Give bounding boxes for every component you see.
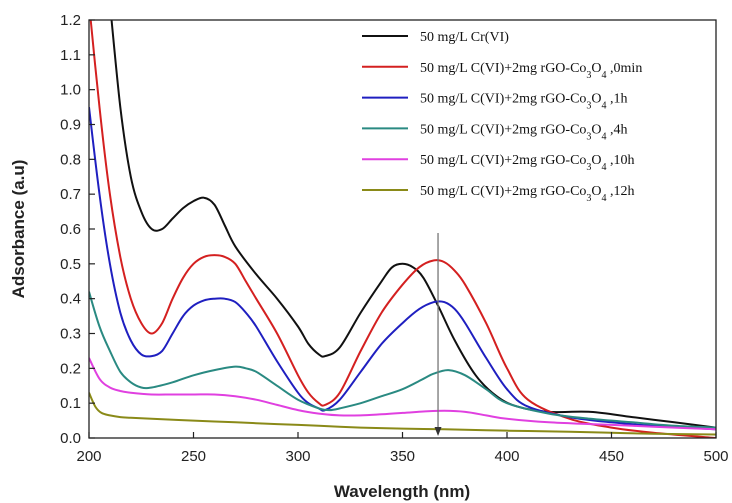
axis-layer: 200 250 300 350 400 450 500 0.0 0.1 0.2 0.3 0.4 0.5 0… <box>60 12 728 465</box>
y-tick-label: 0.7 <box>60 186 81 203</box>
x-tick-label: 300 <box>285 448 310 465</box>
x-tick-label: 200 <box>76 448 101 465</box>
y-tick-label: 0.5 <box>60 256 81 273</box>
x-tick-label: 500 <box>703 448 728 465</box>
y-tick-label: 0.6 <box>60 221 81 238</box>
y-tick-label: 1.1 <box>60 47 81 64</box>
y-tick-label: 0.0 <box>60 430 81 447</box>
y-tick-label: 0.3 <box>60 326 81 343</box>
series-line-4 <box>89 291 716 429</box>
legend-label-2: 50 mg/L C(VI)+2mg rGO-Co3O4 ,0min <box>420 61 642 81</box>
plot-frame <box>88 19 717 439</box>
legend-label-5: 50 mg/L C(VI)+2mg rGO-Co3O4 ,10h <box>420 153 635 173</box>
x-tick-label: 400 <box>494 448 519 465</box>
series-layer <box>89 20 716 438</box>
legend-label-4: 50 mg/L C(VI)+2mg rGO-Co3O4 ,4h <box>420 122 628 142</box>
marker-layer <box>434 233 442 436</box>
series-line-2 <box>89 20 716 438</box>
legend-label-1: 50 mg/L Cr(VI) <box>420 30 509 45</box>
x-tick-label: 450 <box>599 448 624 465</box>
y-axis-title: Adsorbance (a.u) <box>9 160 28 299</box>
series-line-6 <box>89 392 716 436</box>
y-tick-label: 0.4 <box>60 291 81 308</box>
legend-label-3: 50 mg/L C(VI)+2mg rGO-Co3O4 ,1h <box>420 92 628 112</box>
y-tick-label: 0.1 <box>60 395 81 412</box>
series-line-3 <box>89 106 716 431</box>
y-tick-label: 0.9 <box>60 117 81 134</box>
series-line-5 <box>89 357 716 431</box>
x-tick-label: 350 <box>390 448 415 465</box>
y-tick-label: 0.2 <box>60 360 81 377</box>
x-axis-title: Wavelength (nm) <box>334 482 470 501</box>
x-tick-label: 250 <box>181 448 206 465</box>
y-tick-label: 0.8 <box>60 151 81 168</box>
y-tick-label: 1.0 <box>60 82 81 99</box>
marker-arrowhead <box>434 427 442 436</box>
legend-label-6: 50 mg/L C(VI)+2mg rGO-Co3O4 ,12h <box>420 184 635 204</box>
legend: 50 mg/L Cr(VI) 50 mg/L C(VI)+2mg rGO-Co3O… <box>362 30 642 204</box>
y-tick-label: 1.2 <box>60 12 81 29</box>
